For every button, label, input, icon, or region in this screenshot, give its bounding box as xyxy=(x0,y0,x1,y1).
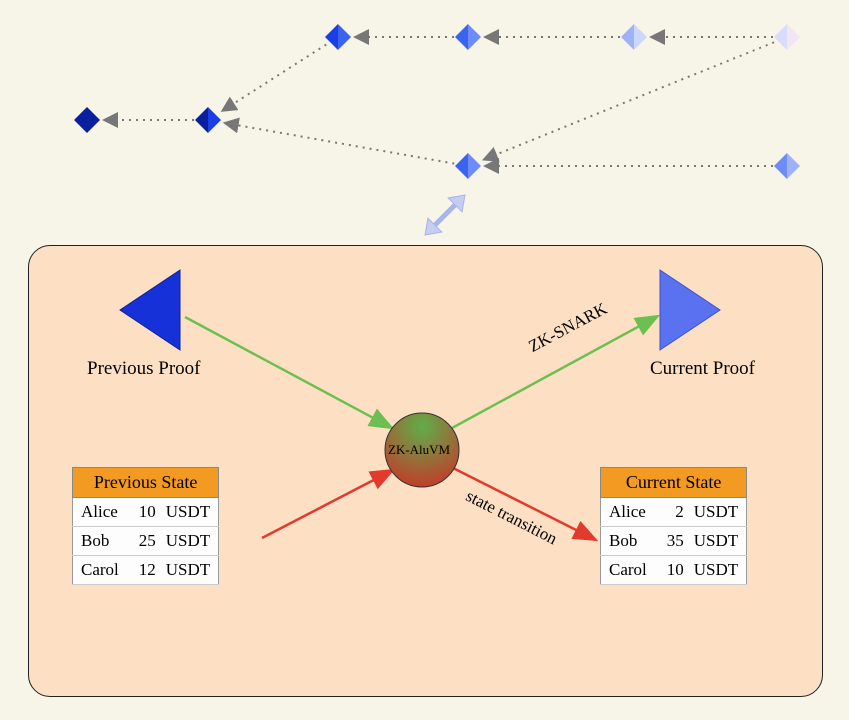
table-row: Bob35USDT xyxy=(601,527,747,556)
previous-proof-label: Previous Proof xyxy=(87,358,200,380)
vm-node-label: ZK-AluVM xyxy=(388,442,450,458)
table-row: Alice10USDT xyxy=(73,498,219,527)
table-row: Bob25USDT xyxy=(73,527,219,556)
current-proof-label: Current Proof xyxy=(650,358,755,380)
previous-state-table: Previous State Alice10USDTBob25USDTCarol… xyxy=(72,467,219,585)
table-row: Carol12USDT xyxy=(73,556,219,585)
table-row: Carol10USDT xyxy=(601,556,747,585)
previous-proof-icon xyxy=(120,270,180,350)
diagram-stage: Previous Proof Current Proof ZK-AluVM ZK… xyxy=(0,0,849,720)
current-proof-icon xyxy=(660,270,720,350)
current-state-table: Current State Alice2USDTBob35USDTCarol10… xyxy=(600,467,747,585)
current-state-header: Current State xyxy=(601,468,747,498)
previous-state-header: Previous State xyxy=(73,468,219,498)
table-row: Alice2USDT xyxy=(601,498,747,527)
